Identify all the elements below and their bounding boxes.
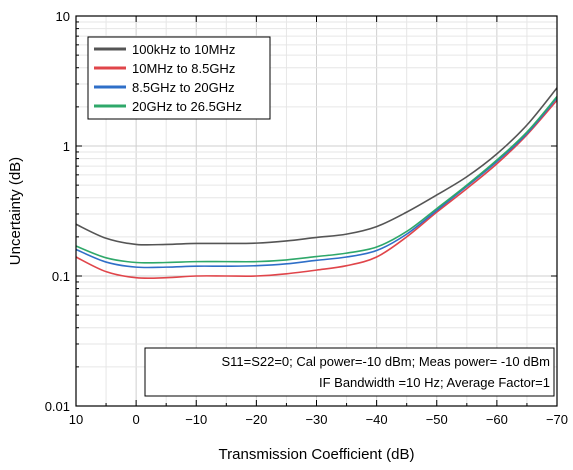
tick-labels: 10 0 −10 −20 −30 −40 −50 −60 −70 0.01 0.1 1 10 <box>45 9 568 427</box>
x-tick-label: −30 <box>305 412 327 427</box>
series-line <box>75 97 558 269</box>
axis-ticks <box>75 15 558 407</box>
legend: 100kHz to 10MHz 10MHz to 8.5GHz 8.5GHz to … <box>87 36 271 120</box>
y-tick-label: 0.1 <box>52 269 70 284</box>
x-tick-label: 10 <box>69 412 83 427</box>
annotation-line: S11=S22=0; Cal power=-10 dBm; Meas power… <box>221 354 550 369</box>
series-line <box>75 99 558 280</box>
x-axis-title: Transmission Coefficient (dB) <box>219 446 415 463</box>
y-tick-label: 10 <box>56 9 70 24</box>
y-tick-label: 0.01 <box>45 399 70 414</box>
x-tick-label: −10 <box>185 412 207 427</box>
annotation-box: S11=S22=0; Cal power=-10 dBm; Meas power… <box>144 347 555 397</box>
x-tick-label: 0 <box>133 412 140 427</box>
series-line <box>75 96 558 264</box>
annotation-border <box>144 347 555 397</box>
series-lines <box>75 87 558 280</box>
x-tick-label: −60 <box>486 412 508 427</box>
legend-label: 8.5GHz to 20GHz <box>132 80 235 95</box>
series-line <box>75 87 558 246</box>
y-axis-title: Uncertainty (dB) <box>7 157 24 265</box>
x-tick-label: −70 <box>546 412 568 427</box>
y-tick-label: 1 <box>63 139 70 154</box>
legend-label: 100kHz to 10MHz <box>132 42 235 57</box>
legend-label: 10MHz to 8.5GHz <box>132 61 235 76</box>
x-tick-label: −20 <box>245 412 267 427</box>
x-tick-label: −50 <box>426 412 448 427</box>
annotation-line: IF Bandwidth =10 Hz; Average Factor=1 <box>319 375 550 390</box>
x-tick-label: −40 <box>366 412 388 427</box>
legend-label: 20GHz to 26.5GHz <box>132 99 242 114</box>
